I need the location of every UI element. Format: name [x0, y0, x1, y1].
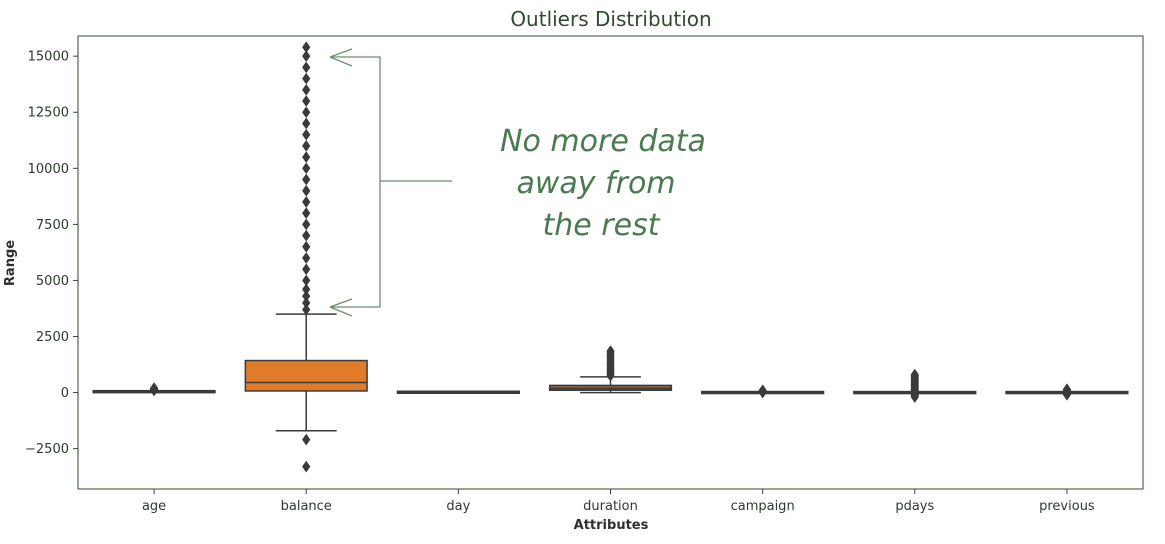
y-axis: −2500 0 2500 5000 7500 10000 12500 15000: [25, 50, 78, 457]
outlier-point: [910, 368, 919, 381]
outlier-point: [302, 196, 311, 208]
x-axis-label: Attributes: [574, 518, 649, 533]
outlier-point: [149, 382, 159, 394]
annotation-bracket: [329, 48, 452, 317]
outlier-point: [302, 72, 311, 85]
outlier-point: [302, 274, 311, 287]
outlier-point: [302, 117, 311, 130]
annotation-line-1: No more data: [500, 124, 706, 159]
outlier-point: [302, 303, 311, 316]
outlier-point: [302, 263, 311, 276]
outlier-point: [302, 140, 311, 152]
y-axis-label: Range: [3, 240, 18, 286]
outlier-point: [302, 151, 311, 163]
outlier-point: [302, 50, 311, 63]
outlier-point: [302, 184, 311, 197]
outlier-point: [302, 218, 311, 231]
y-tick-label: 15000: [28, 50, 69, 65]
y-tick-label: 7500: [36, 218, 69, 233]
outlier-point: [302, 290, 311, 303]
outlier-point: [302, 207, 311, 220]
x-tick-label: previous: [1039, 499, 1095, 514]
plot-frame: [77, 35, 1144, 490]
outlier-point: [302, 283, 311, 296]
outlier-point: [302, 61, 311, 74]
outlier-point: [302, 41, 311, 54]
outlier-point: [302, 252, 311, 264]
x-axis: age balance day duration campaign pdays previo…: [142, 489, 1095, 514]
y-tick-label: 0: [61, 386, 69, 401]
annotation-line-2: away from: [516, 166, 675, 201]
y-tick-label: 10000: [28, 162, 69, 177]
box-balance: [244, 359, 368, 392]
x-tick-label: pdays: [895, 499, 934, 514]
y-tick-label: 12500: [28, 106, 69, 121]
outlier-point: [302, 162, 311, 175]
outlier-point: [302, 173, 311, 186]
y-tick-label: 2500: [36, 330, 69, 345]
outlier-point: [302, 240, 311, 253]
outlier-point: [606, 345, 615, 357]
box-plots: [92, 41, 1129, 473]
annotation: No more data away from the rest: [329, 48, 706, 317]
outlier-point: [302, 95, 311, 107]
y-tick-label: −2500: [25, 442, 69, 457]
outlier-point: [302, 433, 311, 446]
x-tick-label: duration: [583, 499, 638, 514]
outlier-point: [302, 128, 311, 141]
x-tick-label: age: [142, 499, 166, 514]
chart-title: Outliers Distribution: [510, 7, 711, 31]
outlier-point: [302, 460, 311, 473]
outlier-point: [758, 384, 767, 397]
outlier-point: [302, 229, 311, 242]
outlier-point: [302, 296, 311, 309]
outlier-point: [1062, 383, 1072, 396]
outlier-point: [302, 83, 311, 96]
x-tick-label: campaign: [731, 499, 795, 514]
x-tick-label: balance: [281, 499, 332, 514]
annotation-line-3: the rest: [543, 208, 661, 243]
y-tick-label: 5000: [36, 274, 69, 289]
x-tick-label: day: [446, 499, 470, 514]
outlier-point: [302, 106, 311, 119]
